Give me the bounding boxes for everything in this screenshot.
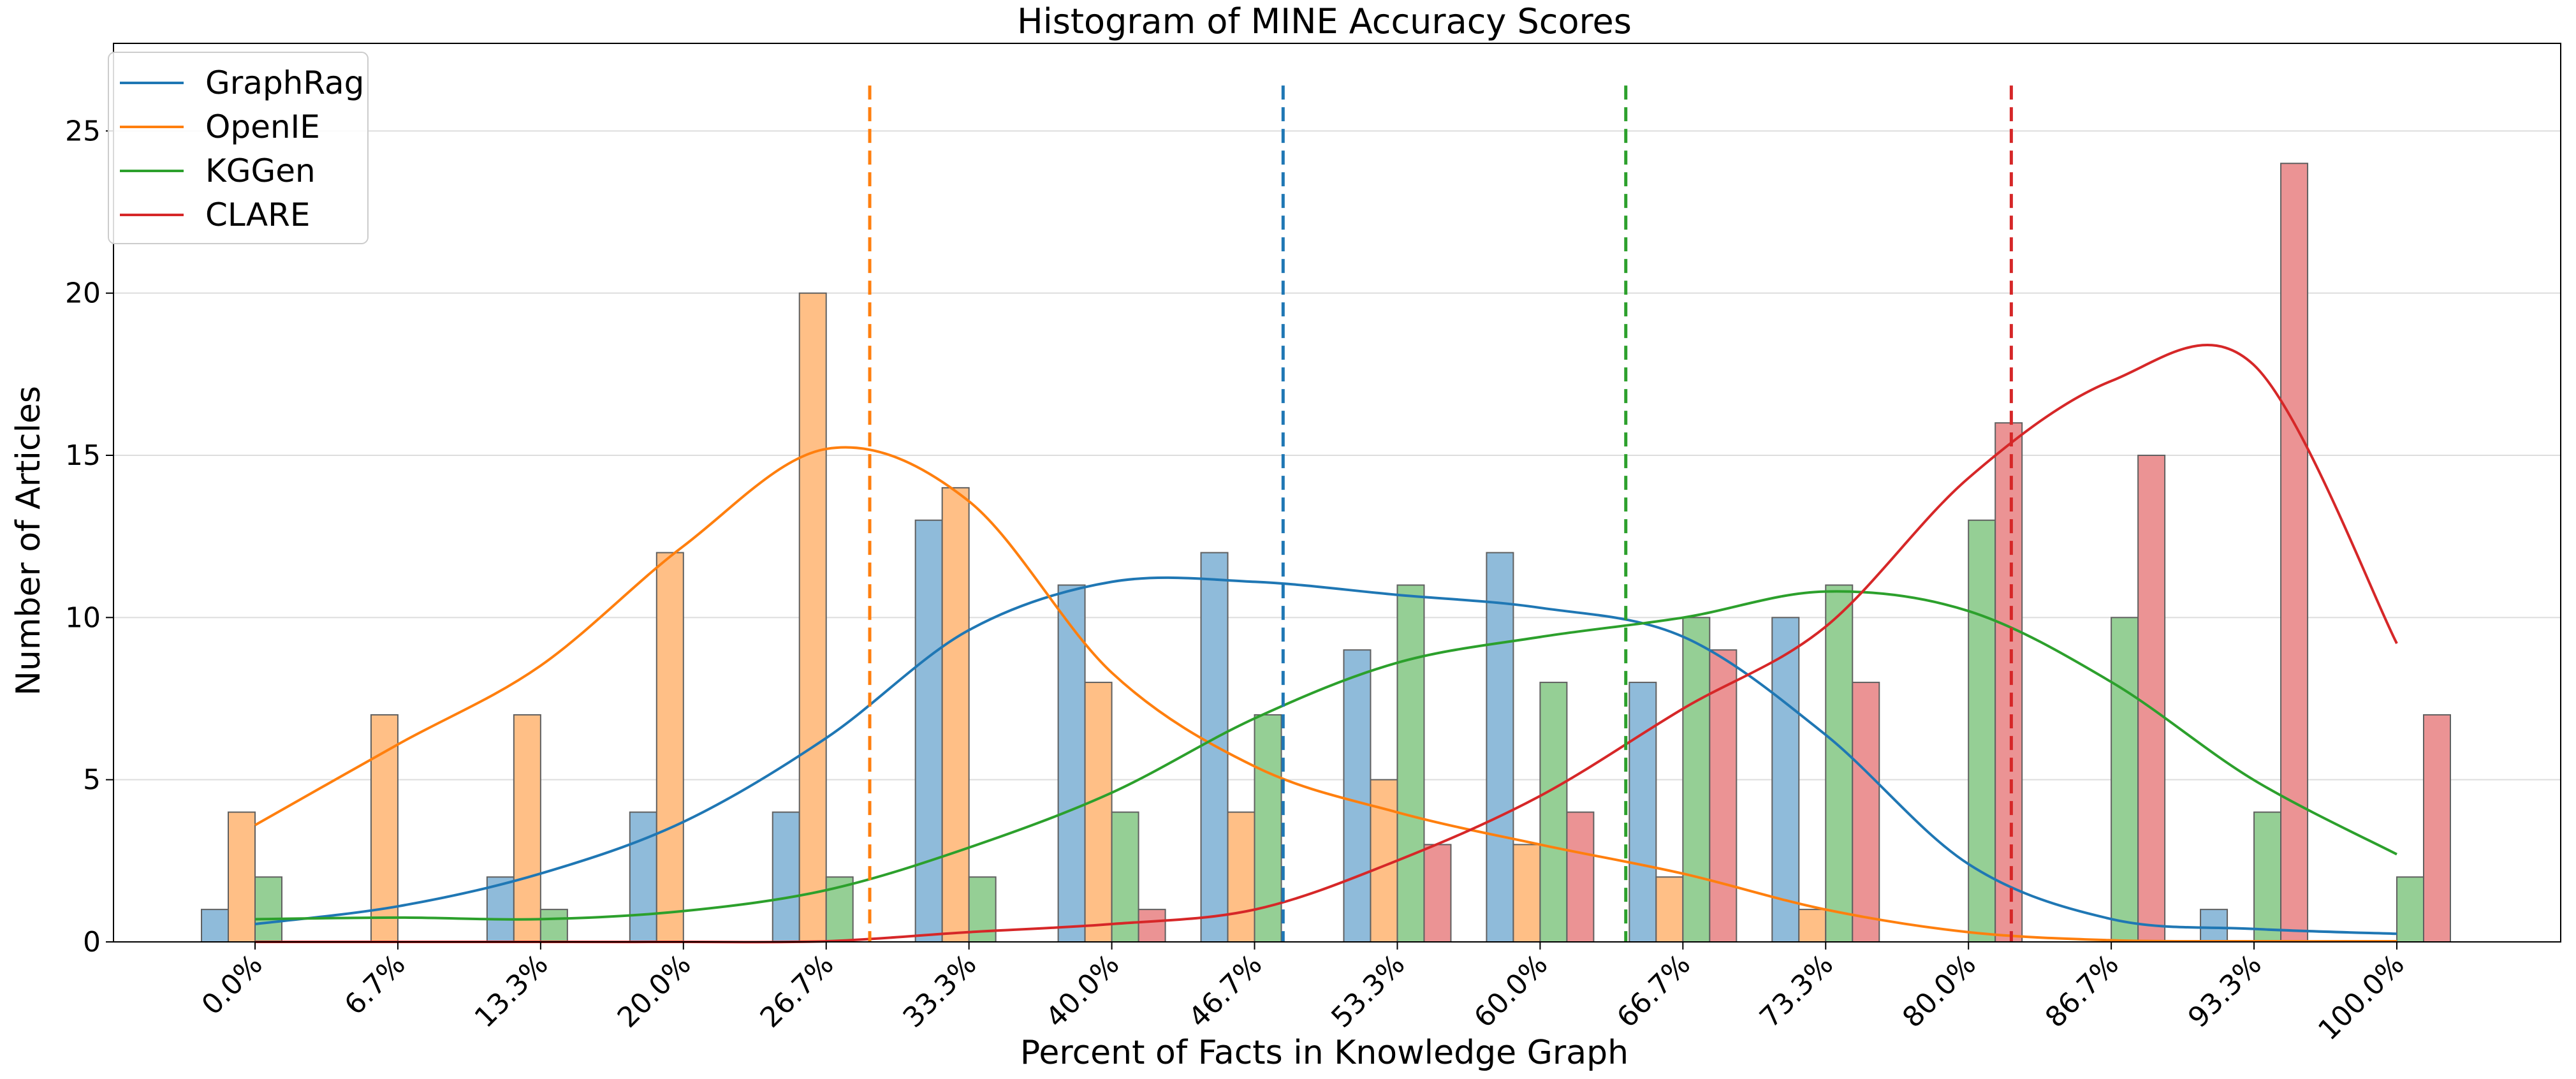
bar-kggen-100.0% [2396,876,2424,943]
bar-clare-53.3% [1423,844,1452,943]
bar-kggen-66.7% [1682,617,1711,943]
bar-openie-40.0% [1084,682,1113,943]
bar-graphrag-93.3% [2200,909,2228,943]
bar-graphrag-33.3% [914,519,943,943]
bar-openie-33.3% [941,487,970,943]
chart-title: Histogram of MINE Accuracy Scores [1017,1,1632,41]
bar-kggen-86.7% [2111,617,2139,943]
y-axis-ticks: 0 5 10 15 20 25 [65,115,113,958]
bar-clare-66.7% [1709,649,1738,943]
bar-kggen-60.0% [1539,682,1568,943]
mean-lines [868,85,2013,942]
y-tick-label: 0 [83,926,101,958]
bar-kggen-40.0% [1111,811,1139,943]
bar-graphrag-40.0% [1057,584,1086,943]
bar-graphrag-0.0% [201,909,229,943]
bar-kggen-53.3% [1396,584,1425,943]
y-axis-label: Number of Articles [10,386,48,696]
bar-graphrag-46.7% [1200,552,1229,943]
legend-box [108,52,369,244]
y-tick-label: 5 [83,764,101,796]
bar-graphrag-53.3% [1343,649,1372,943]
bar-graphrag-26.7% [772,811,800,943]
bar-kggen-93.3% [2253,811,2282,943]
bar-kggen-0.0% [254,876,282,943]
legend-label-graphrag: GraphRag [205,64,364,101]
kde-curve-kggen [254,590,2397,921]
bar-clare-100.0% [2423,714,2451,943]
bar-clare-93.3% [2280,163,2309,943]
y-tick-label: 10 [65,601,101,634]
bar-graphrag-66.7% [1628,682,1657,943]
bar-openie-60.0% [1512,844,1541,943]
legend: GraphRag OpenIE KGGen CLARE [108,52,369,244]
bar-openie-20.0% [655,552,684,943]
bar-openie-13.3% [513,714,541,943]
bar-kggen-73.3% [1825,584,1854,943]
legend-label-openie: OpenIE [205,108,320,145]
bar-openie-26.7% [798,292,827,943]
plot-frame [113,43,2561,943]
bar-clare-40.0% [1138,909,1166,943]
y-tick-label: 15 [65,439,101,472]
kde-curve-graphrag [254,576,2397,936]
bar-openie-73.3% [1798,909,1827,943]
bar-clare-73.3% [1852,682,1880,943]
legend-label-clare: CLARE [205,196,310,233]
bar-graphrag-20.0% [629,811,657,943]
bar-clare-80.0% [1994,422,2023,943]
bar-graphrag-60.0% [1486,552,1514,943]
bar-openie-0.0% [228,811,256,943]
kde-curve-openie [254,446,2397,943]
x-axis-label: Percent of Facts in Knowledge Graph [1020,1034,1628,1072]
bar-clare-86.7% [2137,455,2166,943]
y-tick-label: 20 [65,277,101,310]
bar-graphrag-73.3% [1771,617,1800,943]
bar-clare-60.0% [1566,811,1595,943]
y-tick-label: 25 [65,115,101,147]
bar-kggen-13.3% [539,909,568,943]
bar-openie-66.7% [1655,876,1684,943]
bar-openie-46.7% [1227,811,1255,943]
legend-label-kggen: KGGen [205,152,316,189]
